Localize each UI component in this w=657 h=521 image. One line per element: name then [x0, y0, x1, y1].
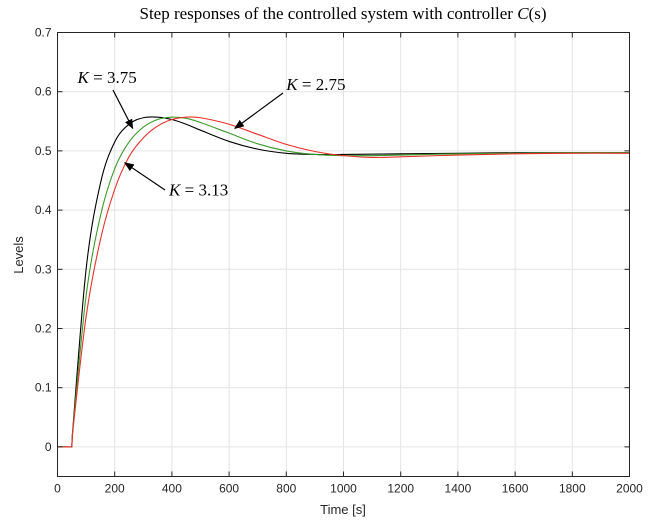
- chart-title: Step responses of the controlled system …: [140, 4, 547, 23]
- y-tick-label: 0.1: [35, 381, 52, 395]
- x-tick-label: 800: [276, 482, 296, 496]
- x-tick-label: 1800: [559, 482, 586, 496]
- x-tick-label: 200: [105, 482, 125, 496]
- annotation-label-3: K = 3.13: [168, 180, 228, 199]
- x-axis-label: Time [s]: [320, 502, 366, 517]
- series-line-1: [57, 116, 630, 448]
- x-tick-label: 600: [219, 482, 239, 496]
- series-line-2: [57, 116, 630, 448]
- x-tick-label: 1600: [502, 482, 529, 496]
- series-lines: [57, 116, 630, 448]
- axis-ticks: 0 200 400 600 800 1000 1200 1400 1600 1800 2000 0 0.…: [35, 26, 643, 496]
- y-tick-label: 0.7: [35, 26, 52, 40]
- y-tick-label: 0.3: [35, 262, 52, 276]
- y-tick-label: 0.2: [35, 322, 52, 336]
- y-tick-label: 0.5: [35, 144, 52, 158]
- x-tick-label: 0: [54, 482, 61, 496]
- annotations: K = 3.75 K = 2.75 K = 3.13: [77, 68, 346, 199]
- y-tick-label: 0.4: [35, 203, 52, 217]
- x-tick-label: 1200: [387, 482, 414, 496]
- y-axis-label: Levels: [11, 236, 26, 274]
- y-tick-label: 0.6: [35, 85, 52, 99]
- x-tick-label: 2000: [616, 482, 643, 496]
- x-tick-label: 400: [162, 482, 182, 496]
- annotation-label-1: K = 3.75: [77, 68, 137, 87]
- annotation-arrow-2: [234, 92, 284, 129]
- x-tick-label: 1000: [330, 482, 357, 496]
- annotation-label-2: K = 2.75: [285, 75, 345, 94]
- grid-lines: [57, 32, 630, 477]
- annotation-arrow-3: [123, 162, 166, 191]
- x-tick-label: 1400: [445, 482, 472, 496]
- annotation-arrow-1: [112, 89, 134, 130]
- series-line-3: [57, 116, 630, 448]
- y-tick-label: 0: [45, 440, 52, 454]
